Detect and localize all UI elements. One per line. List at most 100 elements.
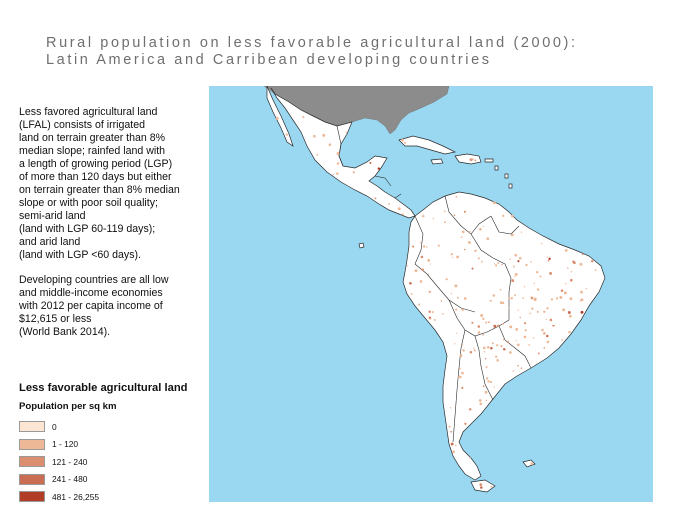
- population-dot: [550, 298, 554, 301]
- legend-subtitle: Population per sq km: [19, 401, 117, 412]
- population-dot: [471, 158, 474, 161]
- population-dot: [496, 324, 500, 328]
- population-dot: [511, 279, 515, 283]
- population-dot: [445, 278, 448, 281]
- population-dot: [455, 308, 458, 311]
- population-dot: [585, 287, 588, 290]
- population-dot: [418, 303, 421, 306]
- population-dot: [536, 288, 540, 291]
- legend-title: Less favorable agricultural land: [19, 382, 188, 394]
- population-dot: [468, 230, 471, 233]
- population-dot: [425, 246, 428, 248]
- population-dot: [473, 349, 476, 352]
- population-dot: [456, 255, 460, 259]
- population-dot: [492, 201, 496, 205]
- population-dot: [433, 319, 436, 321]
- population-dot: [533, 282, 535, 284]
- population-dot: [336, 162, 340, 165]
- population-dot: [524, 322, 527, 325]
- population-dot: [573, 260, 575, 263]
- population-dot: [591, 260, 594, 263]
- population-dot: [512, 370, 515, 372]
- legend-label: 121 - 240: [52, 456, 88, 467]
- population-dot: [545, 318, 548, 320]
- population-dot: [487, 321, 490, 324]
- map-title: Rural population on less favorable agric…: [46, 35, 666, 69]
- population-dot: [322, 133, 326, 137]
- population-dot: [479, 402, 483, 406]
- population-dot: [514, 253, 518, 257]
- definition-text: Less favored agricultural land (LFAL) co…: [19, 106, 214, 339]
- population-dot: [397, 207, 401, 211]
- population-dot: [485, 377, 489, 380]
- population-dots: [275, 116, 597, 489]
- population-dot: [546, 256, 548, 258]
- population-dot: [520, 231, 523, 233]
- population-dot: [562, 308, 565, 312]
- jamaica: [430, 158, 444, 165]
- legend-swatch: [19, 421, 45, 433]
- population-dot: [432, 217, 435, 220]
- population-dot: [548, 257, 551, 260]
- population-dot: [471, 321, 474, 324]
- population-dot: [509, 258, 511, 260]
- falkland-islands: [522, 459, 536, 468]
- population-dot: [422, 214, 425, 218]
- population-dot: [529, 312, 532, 315]
- population-dot: [403, 141, 407, 144]
- population-dot: [477, 331, 481, 334]
- galapagos-islands: [358, 242, 365, 249]
- population-dot: [567, 311, 571, 314]
- map-panel: [209, 86, 653, 502]
- population-dot: [454, 343, 456, 345]
- population-dot: [456, 296, 459, 299]
- map-title-line-1: Rural population on less favorable agric…: [46, 35, 578, 51]
- puerto-rico: [484, 158, 494, 163]
- population-dot: [561, 339, 564, 341]
- population-dot: [546, 340, 550, 344]
- population-dot: [524, 329, 527, 332]
- population-dot: [493, 324, 497, 328]
- population-dot: [467, 241, 471, 244]
- population-dot: [456, 332, 458, 334]
- population-dot: [474, 249, 477, 253]
- population-dot: [431, 311, 434, 314]
- population-dot: [422, 245, 426, 248]
- population-dot: [543, 310, 546, 314]
- population-dot: [472, 347, 475, 349]
- population-dot: [523, 335, 527, 339]
- population-dot: [490, 485, 493, 488]
- population-dot: [594, 269, 597, 271]
- population-dot: [345, 131, 347, 134]
- population-dot: [474, 159, 477, 162]
- population-dot: [388, 203, 391, 205]
- population-dot: [427, 259, 431, 262]
- population-dot: [517, 260, 520, 263]
- population-dot: [517, 364, 519, 367]
- population-dot: [547, 259, 550, 262]
- population-dot: [559, 295, 563, 299]
- population-dot: [541, 328, 544, 332]
- baja-california: [266, 86, 294, 147]
- population-dot: [482, 317, 485, 320]
- population-dot: [464, 248, 466, 251]
- population-dot: [530, 261, 532, 263]
- population-dot: [482, 346, 486, 350]
- population-dot: [414, 269, 418, 273]
- population-dot: [510, 297, 513, 300]
- population-dot: [429, 263, 431, 265]
- population-dot: [459, 354, 463, 357]
- population-dot: [525, 263, 528, 267]
- population-dot: [553, 324, 556, 327]
- population-dot: [518, 256, 522, 260]
- population-dot: [569, 278, 573, 282]
- population-dot: [401, 213, 404, 216]
- legend-label: 0: [52, 421, 57, 432]
- population-dot: [500, 344, 503, 348]
- population-dot: [567, 267, 569, 269]
- population-dot: [522, 297, 525, 300]
- population-dot: [448, 425, 451, 428]
- population-dot: [539, 275, 542, 278]
- population-dot: [495, 355, 498, 358]
- population-dot: [540, 242, 543, 245]
